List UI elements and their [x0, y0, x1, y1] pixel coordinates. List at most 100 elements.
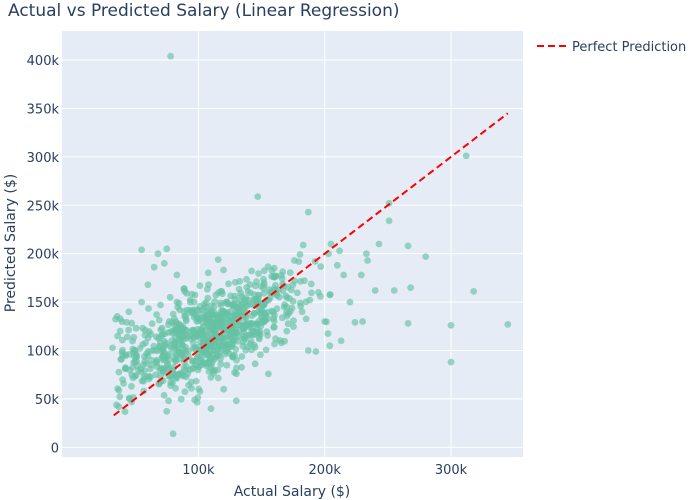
data-point [121, 408, 129, 415]
data-point [304, 347, 312, 354]
data-point [326, 291, 334, 299]
data-point [196, 282, 204, 290]
data-point [138, 298, 146, 306]
data-point [194, 352, 202, 360]
data-point [172, 374, 180, 382]
data-point [340, 271, 348, 279]
data-point [115, 387, 123, 394]
data-point [191, 344, 199, 351]
y-tick-label: 300k [27, 151, 60, 166]
data-point [231, 292, 239, 300]
data-point [141, 367, 149, 375]
data-point [142, 360, 150, 367]
data-point [404, 320, 412, 327]
y-tick-labels: 0 50k 100k 150k 200k 250k 300k 350k 400k [27, 54, 60, 456]
data-point [166, 293, 174, 301]
data-point [210, 327, 218, 335]
data-point [236, 277, 244, 285]
data-point [208, 309, 216, 317]
data-point [243, 284, 251, 291]
data-point [163, 407, 171, 415]
data-point [133, 353, 141, 360]
data-point [283, 327, 291, 335]
data-point [179, 341, 187, 349]
data-point [191, 396, 199, 404]
data-point [290, 323, 297, 330]
data-point [422, 253, 430, 260]
data-point [254, 193, 262, 201]
data-point [165, 397, 173, 405]
data-point [227, 316, 235, 324]
data-point [189, 357, 196, 365]
data-point [271, 340, 278, 348]
data-point [302, 315, 310, 323]
data-point [178, 369, 185, 377]
data-point [189, 333, 197, 340]
data-point [232, 397, 240, 405]
data-point [298, 308, 306, 316]
data-point [229, 301, 237, 309]
data-point [315, 289, 322, 296]
data-point [226, 331, 233, 339]
data-point [250, 296, 258, 303]
data-point [296, 251, 304, 258]
x-tick-label: 100k [182, 463, 215, 478]
data-point [272, 281, 279, 289]
data-point [138, 246, 146, 254]
data-point [251, 310, 259, 317]
data-point [144, 281, 152, 289]
y-tick-label: 350k [27, 102, 60, 117]
data-point [196, 388, 204, 395]
data-point [167, 344, 175, 352]
data-point [165, 318, 173, 325]
data-point [284, 320, 292, 328]
data-point [255, 291, 262, 299]
y-tick-label: 200k [27, 248, 60, 263]
legend[interactable]: Perfect Prediction [537, 40, 686, 55]
x-tick-label: 200k [309, 463, 342, 478]
data-point [119, 351, 126, 359]
data-point [118, 318, 126, 326]
data-point [125, 308, 133, 316]
data-point [357, 271, 365, 279]
data-point [153, 311, 161, 318]
data-point [153, 347, 161, 355]
data-point [256, 328, 264, 336]
data-point [177, 395, 185, 403]
data-point [219, 316, 227, 324]
legend-label: Perfect Prediction [572, 40, 686, 55]
data-point [217, 360, 225, 368]
data-point [165, 364, 173, 372]
data-point [156, 338, 164, 346]
data-point [258, 307, 265, 314]
data-point [181, 388, 189, 395]
data-point [279, 268, 287, 276]
data-point [160, 391, 168, 399]
y-tick-label: 400k [27, 54, 60, 69]
data-point [125, 394, 133, 402]
data-point [189, 364, 197, 372]
data-point [290, 317, 297, 324]
data-point [231, 351, 238, 359]
data-point [253, 278, 260, 285]
data-point [351, 319, 359, 326]
data-point [122, 364, 129, 371]
data-point [128, 371, 136, 379]
data-point [270, 264, 278, 272]
data-point [240, 328, 248, 335]
data-point [205, 323, 212, 331]
data-point [162, 341, 170, 349]
data-point [173, 298, 181, 306]
data-point [129, 345, 137, 353]
data-point [166, 350, 174, 358]
data-point [407, 284, 414, 291]
data-point [301, 277, 308, 285]
data-point [232, 312, 239, 320]
data-point [148, 320, 156, 327]
y-tick-label: 150k [27, 296, 60, 311]
data-point [116, 393, 124, 401]
data-point [385, 217, 393, 225]
data-point [346, 298, 354, 306]
data-point [190, 326, 197, 334]
x-axis-title: Actual Salary ($) [234, 484, 351, 500]
